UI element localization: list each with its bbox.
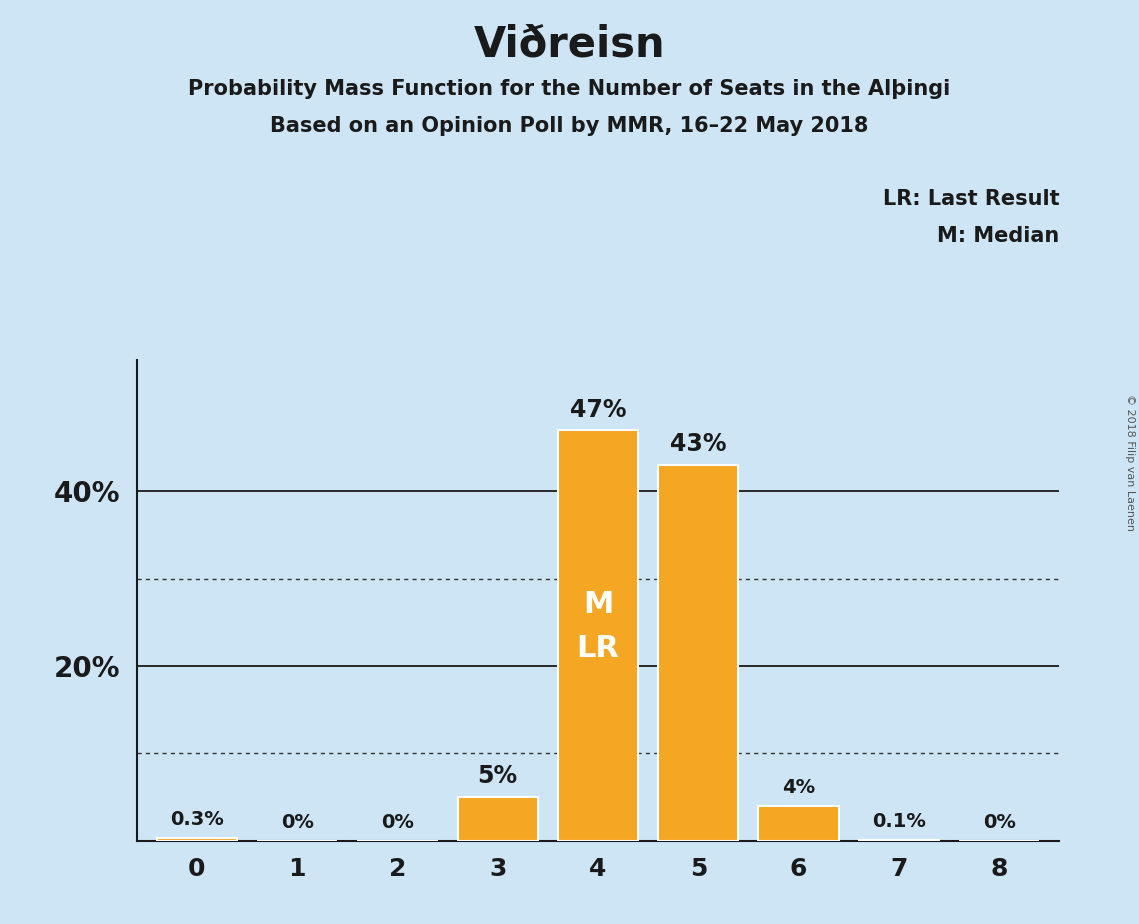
- Text: Probability Mass Function for the Number of Seats in the Alþingi: Probability Mass Function for the Number…: [188, 79, 951, 99]
- Bar: [458, 797, 538, 841]
- Bar: [157, 838, 237, 841]
- Bar: [759, 806, 838, 841]
- Text: 43%: 43%: [670, 432, 727, 456]
- Text: 0.3%: 0.3%: [170, 810, 223, 830]
- Text: 5%: 5%: [477, 764, 518, 788]
- Text: M: Median: M: Median: [937, 226, 1059, 247]
- Text: LR: Last Result: LR: Last Result: [883, 189, 1059, 210]
- Text: LR: LR: [576, 634, 620, 663]
- Text: 0.1%: 0.1%: [871, 812, 926, 832]
- Bar: [658, 465, 738, 841]
- Text: 47%: 47%: [570, 397, 626, 421]
- Text: Based on an Opinion Poll by MMR, 16–22 May 2018: Based on an Opinion Poll by MMR, 16–22 M…: [270, 116, 869, 136]
- Text: © 2018 Filip van Laenen: © 2018 Filip van Laenen: [1125, 394, 1134, 530]
- Text: 0%: 0%: [380, 813, 413, 833]
- Text: Viðreisn: Viðreisn: [474, 23, 665, 65]
- Bar: [558, 431, 638, 841]
- Text: 0%: 0%: [280, 813, 313, 833]
- Text: M: M: [583, 590, 613, 619]
- Text: 0%: 0%: [983, 813, 1016, 833]
- Text: 4%: 4%: [782, 778, 816, 797]
